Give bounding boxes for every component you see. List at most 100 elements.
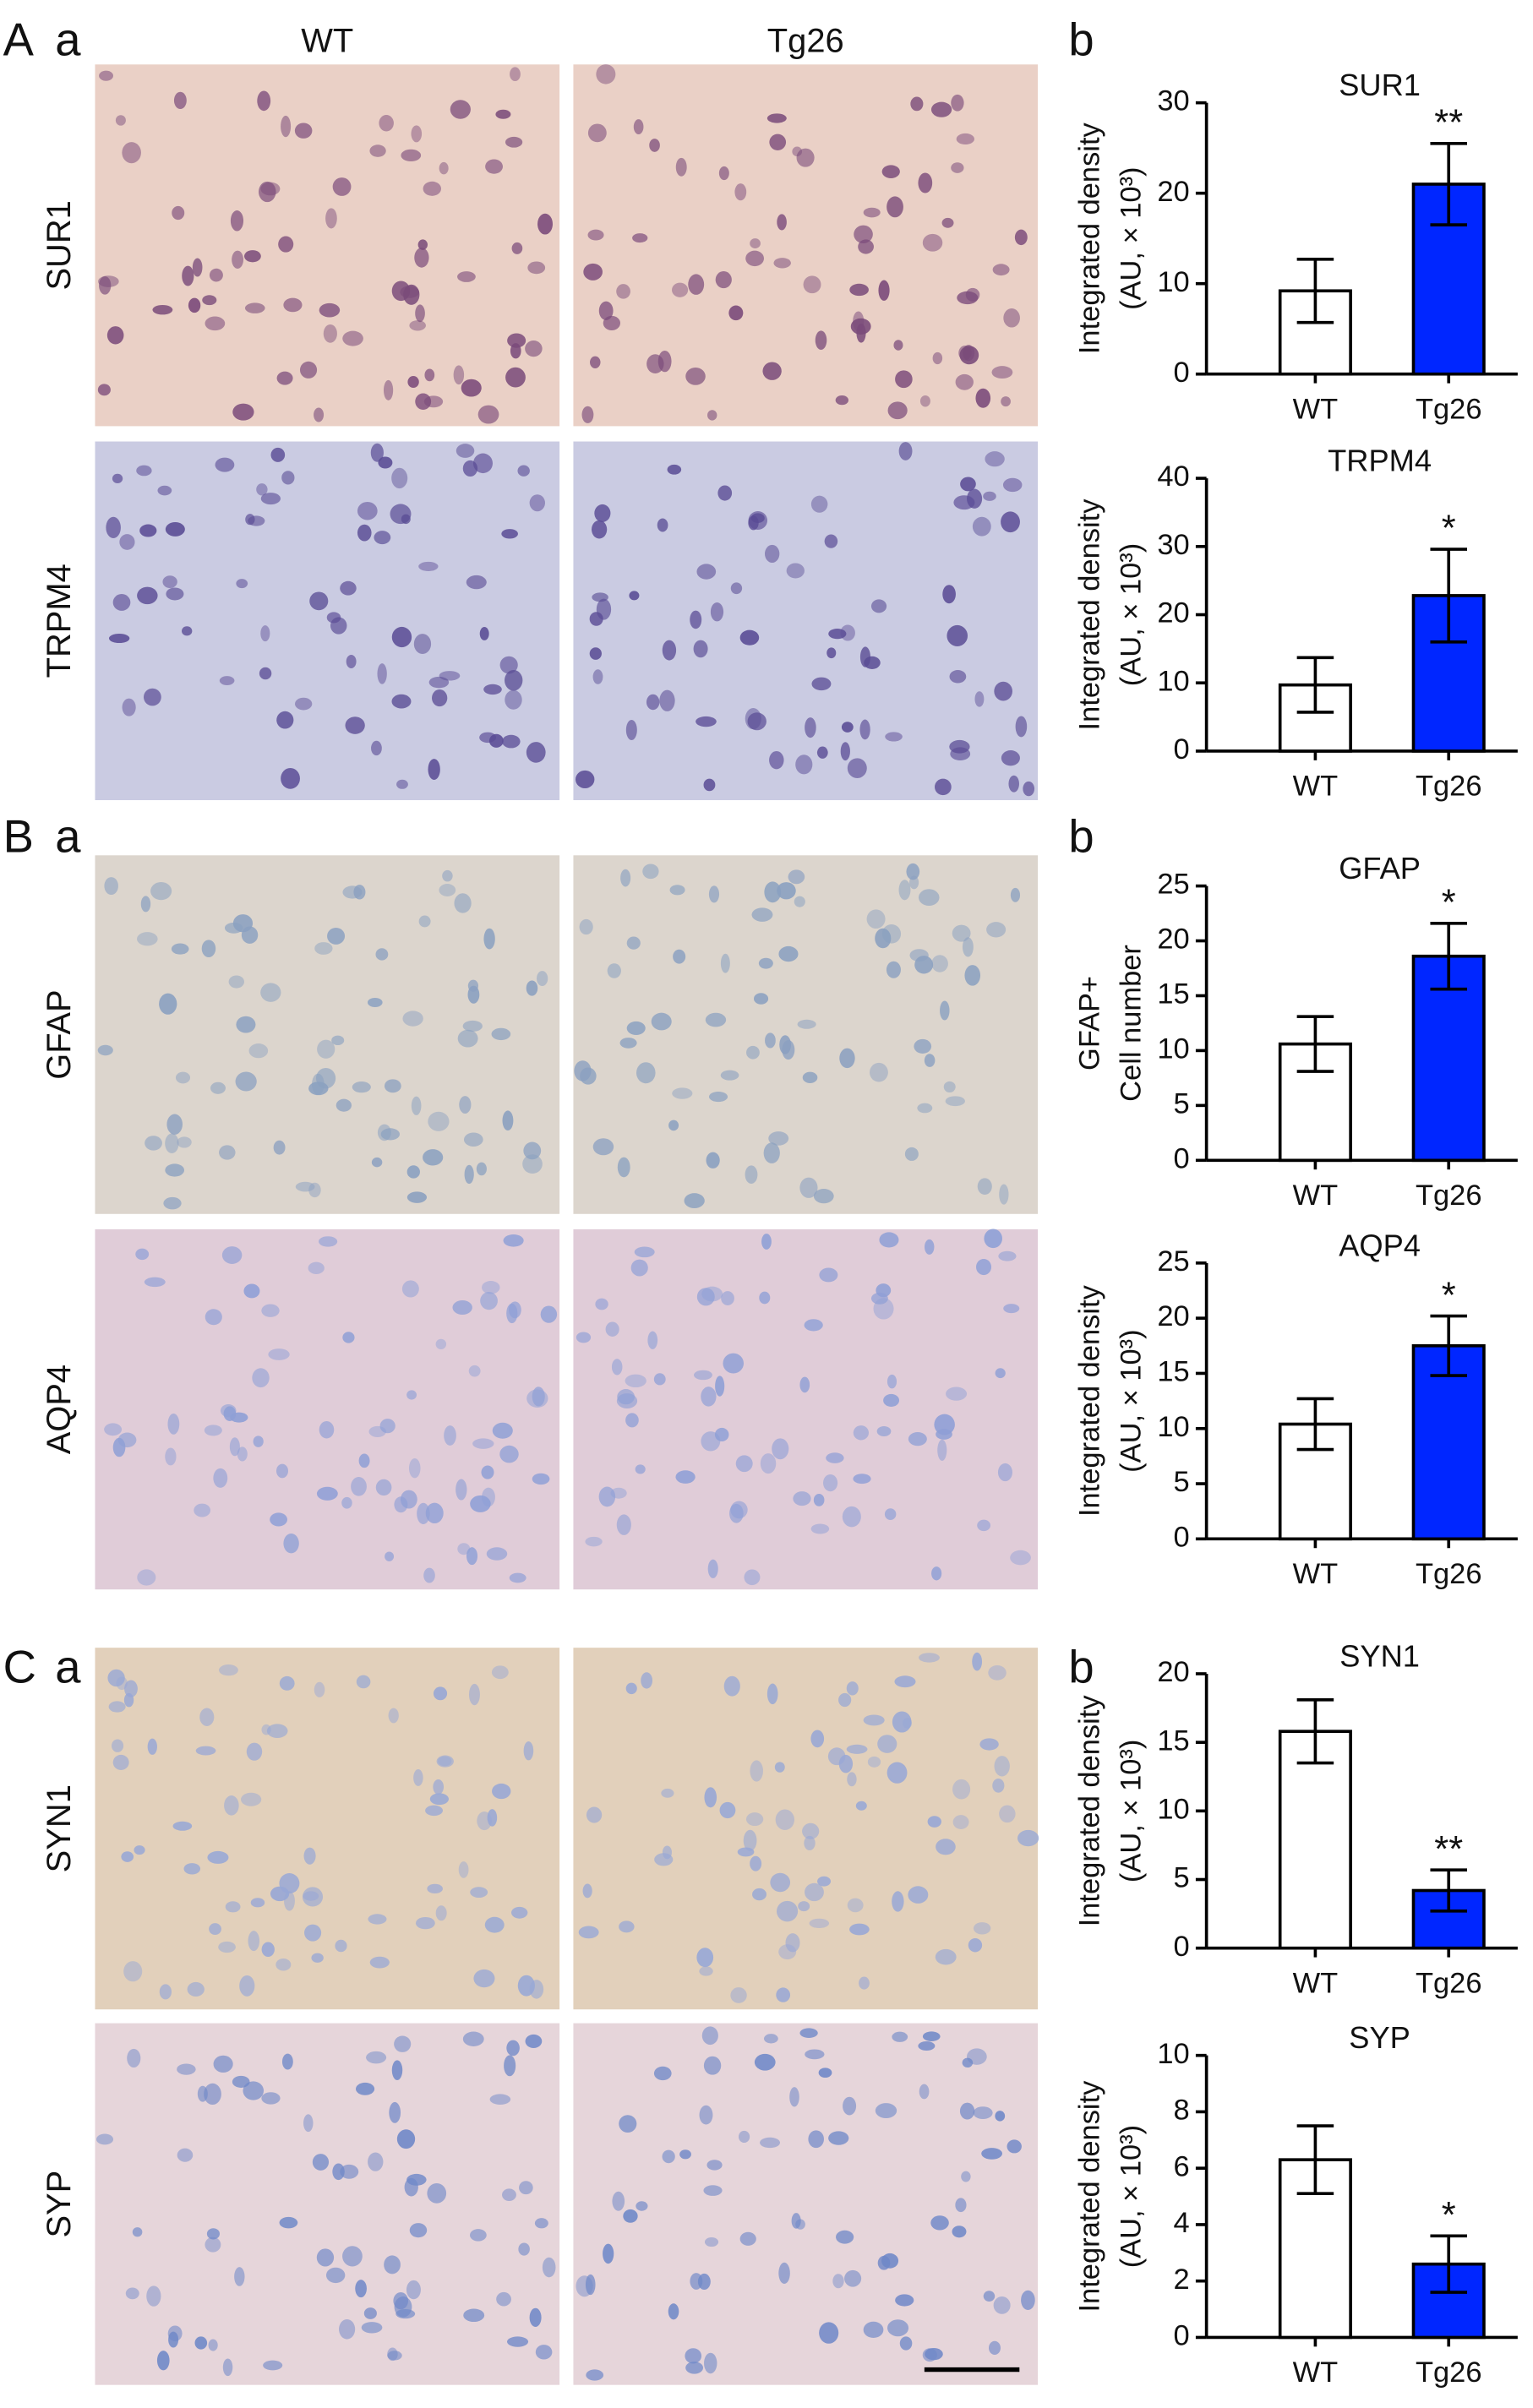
cell: [1003, 308, 1020, 328]
cell: [973, 1922, 991, 1935]
cell: [415, 1916, 435, 1930]
cell: [892, 1891, 904, 1912]
cell: [121, 1851, 134, 1862]
cell: [108, 1701, 126, 1713]
cell: [838, 1692, 852, 1708]
cell: [707, 1559, 718, 1578]
cell: [999, 1184, 1009, 1205]
significance: *: [1442, 882, 1456, 923]
cell: [777, 214, 787, 231]
cell: [439, 884, 456, 896]
cell: [685, 2348, 702, 2364]
cell: [284, 1891, 295, 1911]
cell: [187, 1981, 205, 1997]
cell: [1003, 1304, 1020, 1314]
cell: [529, 494, 545, 512]
cell: [259, 181, 276, 203]
cell: [761, 1234, 772, 1250]
cell: [719, 1801, 736, 1819]
cell: [357, 501, 378, 520]
x-tick-label: WT: [1293, 393, 1339, 425]
cell: [997, 1463, 1012, 1482]
cell: [701, 1387, 717, 1407]
cell: [201, 940, 216, 958]
x-tick-label: Tg26: [1416, 771, 1482, 803]
micrograph-bg: [573, 64, 1039, 427]
cell: [858, 239, 874, 254]
cell: [690, 2273, 703, 2290]
cell: [940, 1000, 950, 1021]
error-bar: [1296, 1015, 1334, 1073]
cell: [464, 1164, 474, 1185]
cell: [532, 1387, 545, 1407]
cell: [159, 993, 177, 1015]
cell: [368, 1425, 386, 1437]
error-bar: [1430, 548, 1467, 644]
cell: [863, 1714, 885, 1726]
cell: [634, 1246, 655, 1258]
cell: [952, 924, 971, 942]
cell: [503, 1234, 524, 1247]
cell: [159, 1984, 172, 2000]
cell: [501, 529, 518, 539]
cell: [491, 1665, 509, 1680]
cell: [977, 1178, 992, 1196]
cell: [603, 2243, 614, 2264]
cell: [411, 1096, 422, 1115]
micrograph: [573, 1648, 1039, 2010]
cell: [509, 1301, 521, 1319]
cell: [975, 388, 991, 408]
cell: [582, 1883, 592, 1899]
cell: [743, 1829, 757, 1851]
y-tick-label: 20: [1157, 597, 1189, 629]
y-tick-label: 10: [1157, 1793, 1189, 1825]
y-tick-label: 10: [1157, 266, 1189, 298]
cell: [777, 882, 796, 900]
cell: [785, 1933, 800, 1953]
cell: [739, 629, 760, 646]
cell: [257, 90, 271, 112]
cell: [236, 1016, 256, 1033]
micrograph: [95, 1648, 560, 2010]
cell: [576, 1332, 592, 1343]
y-tick-label: 40: [1157, 460, 1189, 493]
cell: [999, 1805, 1016, 1823]
cell: [408, 1457, 421, 1479]
cell: [361, 2322, 383, 2334]
cell: [276, 1463, 289, 1479]
cell: [813, 1189, 834, 1204]
cell: [316, 2248, 335, 2267]
cell: [135, 1248, 150, 1261]
cell: [171, 943, 189, 955]
micrograph: [95, 1229, 560, 1590]
cell: [356, 2082, 375, 2095]
cell: [439, 671, 461, 681]
cell: [587, 229, 604, 241]
cell: [165, 522, 185, 537]
cell: [502, 1110, 514, 1131]
cell: [932, 351, 943, 365]
cell: [795, 755, 813, 775]
cell: [747, 712, 766, 731]
cell: [224, 1795, 239, 1816]
cell: [701, 1286, 723, 1302]
cell: [583, 263, 603, 281]
error-bar: [1296, 1397, 1334, 1452]
error-bar: [1430, 1868, 1467, 1913]
cell: [994, 1756, 1010, 1777]
cell: [859, 1976, 870, 1990]
cell: [952, 2225, 967, 2238]
cell: [620, 869, 631, 887]
cell: [345, 716, 365, 734]
cell: [745, 1812, 764, 1827]
cell: [462, 2031, 484, 2046]
cell: [763, 1142, 780, 1163]
cell: [735, 1455, 753, 1473]
cell: [369, 144, 386, 157]
cell: [502, 734, 521, 749]
cell: [363, 2307, 377, 2319]
cell: [230, 210, 244, 232]
cell: [479, 732, 497, 744]
cell: [505, 367, 526, 388]
cell: [332, 177, 352, 196]
